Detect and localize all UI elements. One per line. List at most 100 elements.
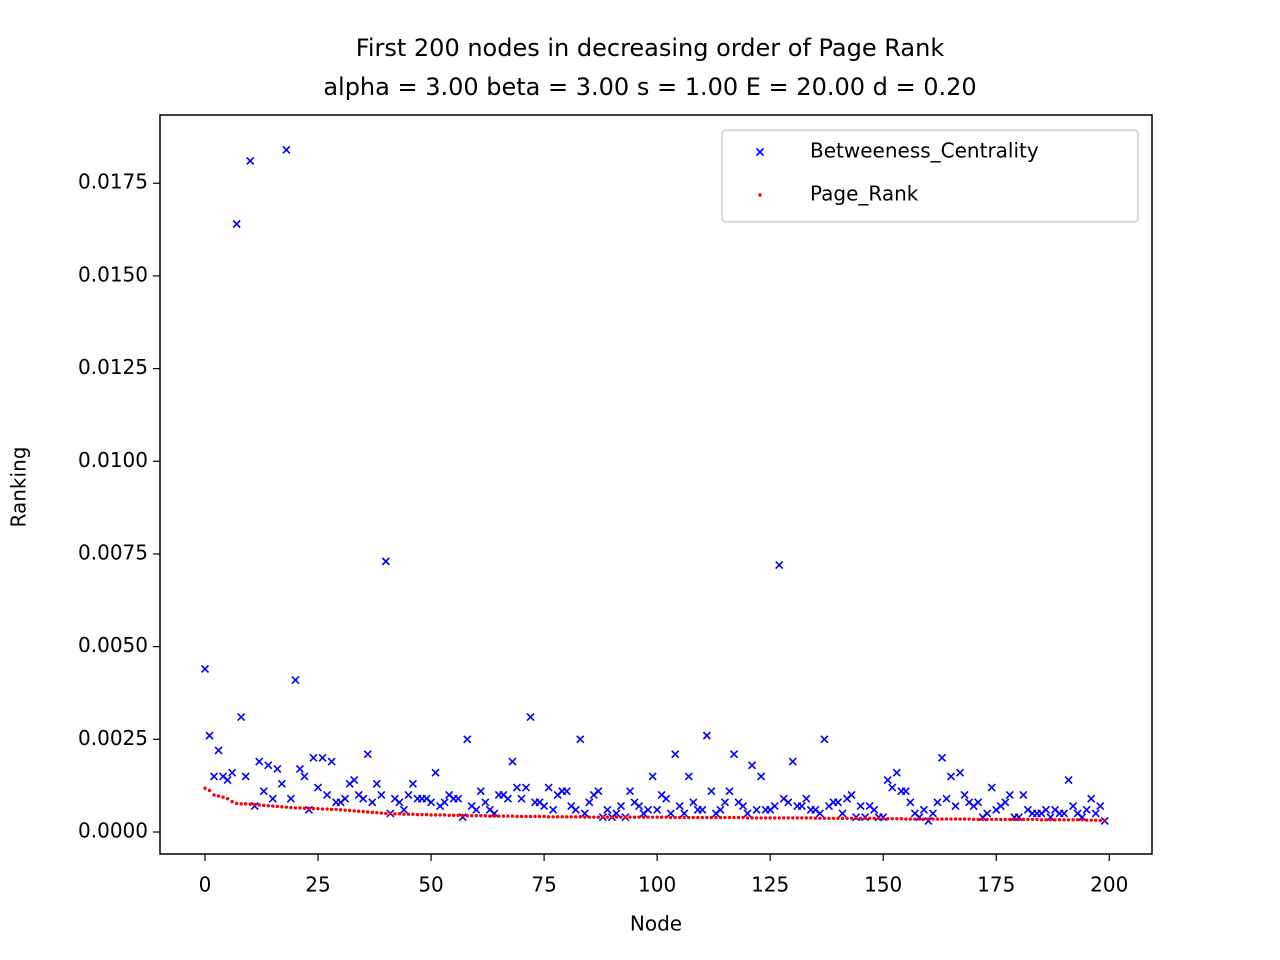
dot-marker [438,813,442,817]
dot-marker [831,816,836,820]
x-marker [286,794,295,803]
dot-marker [605,815,610,819]
x-marker [476,787,485,796]
x-marker [644,805,653,814]
x-marker [946,772,956,781]
dot-marker [537,814,542,819]
x-marker [856,801,865,811]
dot-marker [542,814,546,819]
x-marker [585,798,594,807]
dot-marker [854,816,858,820]
legend-marker [755,147,765,157]
x-axis-label: Node [630,912,682,936]
dot-marker [849,816,854,820]
dot-marker [682,815,686,820]
dot-marker [361,809,365,814]
dot-marker [668,815,673,820]
x-marker [671,750,680,759]
dot-marker [565,815,569,819]
x-marker [716,805,725,814]
x-marker [544,783,553,792]
dot-marker [492,814,497,818]
dot-marker [1098,818,1102,823]
dot-marker [1103,818,1107,823]
x-marker [1019,790,1028,800]
x-marker [1078,813,1087,822]
x-marker [313,783,323,792]
dot-marker [655,815,659,819]
dot-marker [899,816,903,821]
x-marker [526,713,535,722]
dot-marker [949,817,953,821]
x-marker [300,772,309,781]
x-marker [377,790,386,800]
dot-marker [474,814,478,818]
x-marker [942,794,951,803]
dot-marker [302,806,307,810]
dot-marker [560,815,564,819]
dot-marker [528,814,533,819]
dot-marker [610,815,614,819]
dot-marker [714,815,718,820]
dot-marker [352,809,356,813]
x-marker [775,561,784,570]
dot-marker [813,816,818,820]
dot-marker [822,816,827,820]
dot-marker [1075,818,1080,822]
dot-marker [1048,818,1053,822]
dot-marker [696,815,700,820]
dot-marker [908,817,913,821]
dot-marker [343,808,347,812]
dot-marker [641,815,646,819]
dot-marker [858,816,863,820]
x-marker [1005,790,1014,800]
dot-marker [777,816,781,820]
x-marker [870,805,879,814]
dot-marker [221,795,225,799]
x-tick-label: 100 [638,873,676,897]
dot-marker [551,815,555,819]
dot-marker [375,811,379,815]
dot-marker [971,817,976,822]
dot-marker [415,812,420,817]
dot-marker [569,815,573,819]
dot-marker [1035,817,1039,822]
dot-marker [768,816,772,820]
x-marker [1087,794,1096,803]
dot-marker [583,815,587,819]
dot-marker [216,794,221,798]
x-marker [689,798,698,807]
x-marker [223,776,232,785]
dot-marker [447,813,451,818]
x-tick-label: 0 [199,873,212,897]
x-tick-label: 25 [305,873,330,897]
x-marker [757,772,766,781]
dot-marker [1017,817,1021,822]
dot-marker [700,815,705,820]
dot-marker [429,813,433,817]
x-marker [937,753,947,762]
x-marker [738,801,748,811]
dot-marker [741,815,745,820]
x-marker [309,753,318,762]
dot-marker [673,815,677,820]
x-marker [784,798,793,807]
dot-marker [754,816,759,820]
dot-marker [637,815,641,819]
dot-marker [687,815,691,820]
dot-marker [207,788,212,793]
x-marker [983,809,992,818]
x-marker [228,768,237,777]
dot-marker [913,817,917,821]
dot-marker [262,803,266,808]
dot-marker [338,808,343,812]
dot-marker [574,815,578,819]
dot-marker [501,814,506,818]
x-marker [1041,805,1051,814]
x-marker [924,816,933,825]
dot-marker [895,816,899,821]
dot-marker [479,814,483,818]
dot-marker [931,817,935,821]
x-tick-label: 50 [418,873,443,897]
x-marker [237,713,246,722]
